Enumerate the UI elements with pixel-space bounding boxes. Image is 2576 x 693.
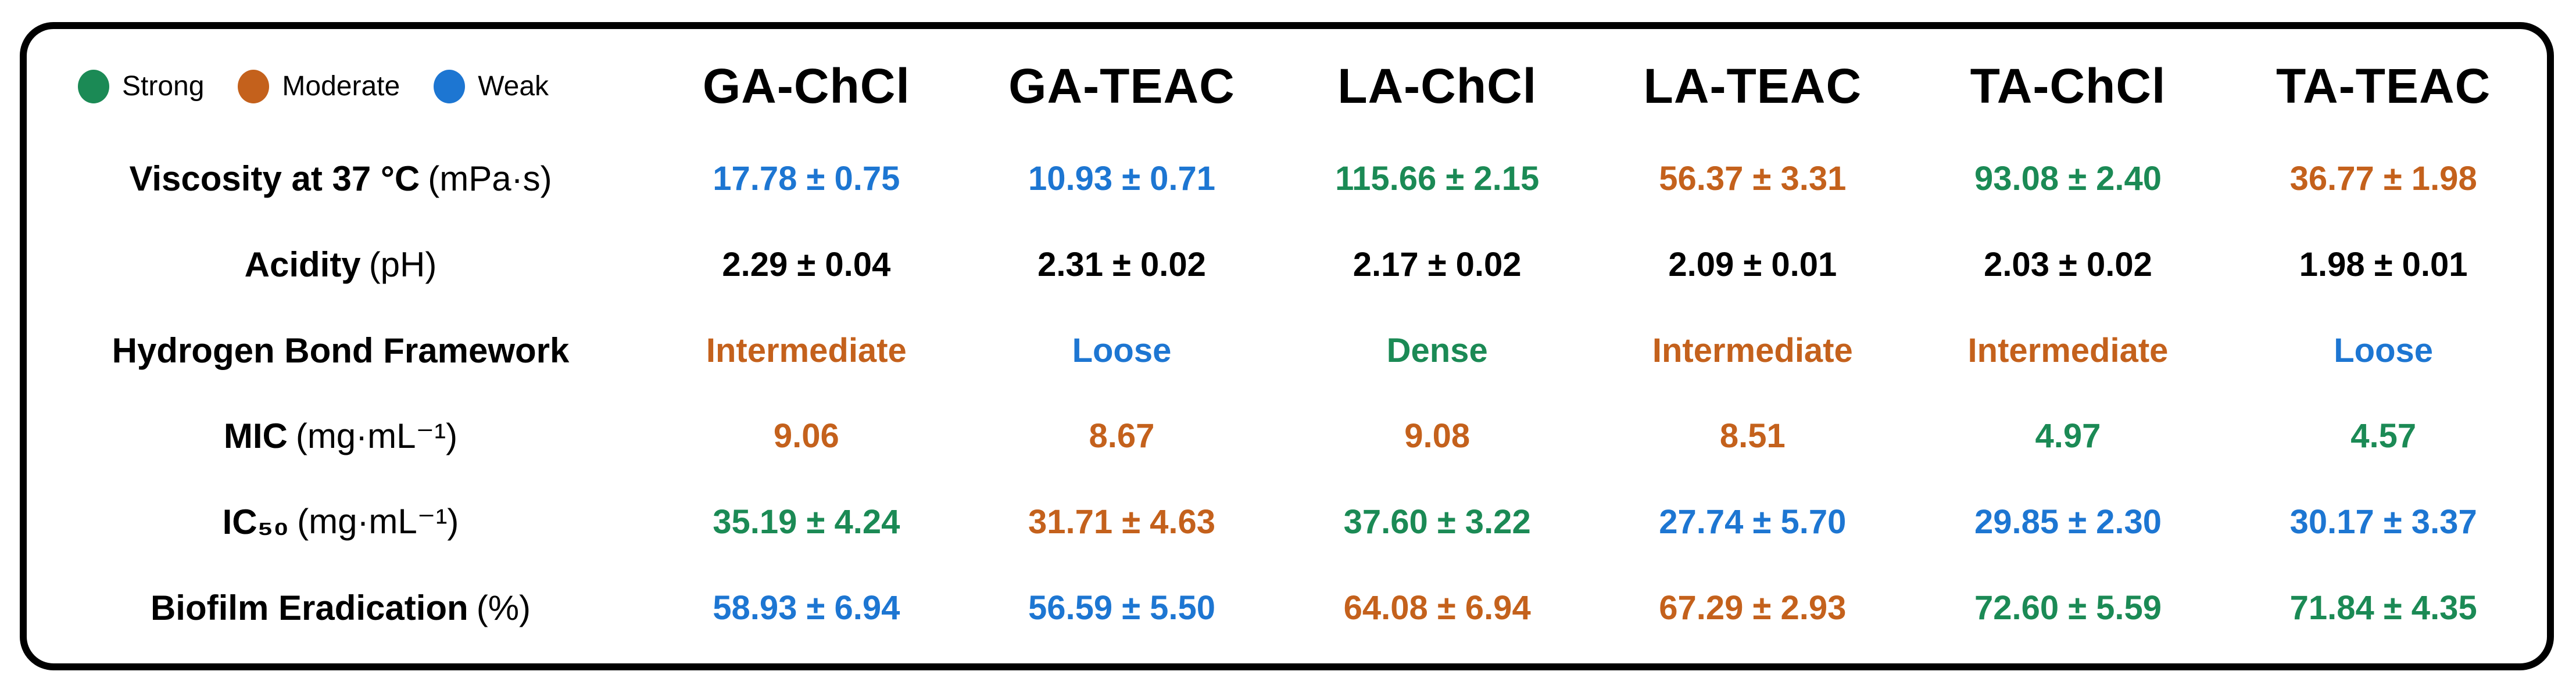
legend-label-moderate: Moderate (282, 71, 400, 102)
table-cell: 37.60 ± 3.22 (1343, 502, 1531, 541)
table-cell: 9.06 (773, 417, 839, 455)
table-cell: 8.67 (1089, 417, 1155, 455)
column-header-ga-teac: GA-TEAC (1008, 59, 1235, 114)
column-header-la-chcl: LA-ChCl (1337, 59, 1537, 114)
row-label-text: Biofilm Eradication (150, 588, 468, 627)
table-cell: 2.09 ± 0.01 (1668, 245, 1837, 283)
row-label-unit: (%) (476, 588, 531, 627)
row-label-acidity: Acidity (pH) (33, 245, 649, 285)
row-label-unit: (pH) (368, 245, 437, 284)
table-cell: 9.08 (1404, 417, 1471, 455)
table-cell: 29.85 ± 2.30 (1974, 502, 2162, 541)
row-label-mic: MIC (mg·mL⁻¹) (33, 416, 649, 457)
table-cell: 58.93 ± 6.94 (713, 588, 900, 627)
table-cell: Loose (2334, 331, 2434, 369)
row-label-unit: (mg·mL⁻¹) (295, 416, 458, 455)
table-cell: 30.17 ± 3.37 (2289, 502, 2477, 541)
row-label-text: MIC (223, 416, 288, 456)
table-cell: 93.08 ± 2.40 (1974, 160, 2162, 198)
row-label-unit: (mPa·s) (428, 159, 552, 199)
table-cell: 56.59 ± 5.50 (1028, 588, 1216, 627)
table-cell: 31.71 ± 4.63 (1028, 502, 1216, 541)
row-label-text: Viscosity at 37 °C (129, 159, 420, 199)
row-label-hydrogen-bond-framework: Hydrogen Bond Framework (33, 331, 649, 371)
row-label-ic50: IC₅₀ (mg·mL⁻¹) (33, 501, 649, 542)
table-cell: 4.97 (2035, 417, 2101, 455)
moderate-dot-icon (238, 69, 270, 103)
column-header-la-teac: LA-TEAC (1643, 59, 1862, 114)
properties-table-panel: Strong Moderate Weak GA-ChCl GA-TEAC LA-… (20, 22, 2554, 670)
legend-label-strong: Strong (122, 71, 205, 102)
table-cell: 27.74 ± 5.70 (1659, 502, 1847, 541)
table-cell: Intermediate (706, 331, 907, 369)
column-header-ta-chcl: TA-ChCl (1970, 59, 2166, 114)
table-cell: 71.84 ± 4.35 (2289, 588, 2477, 627)
row-label-text: Hydrogen Bond Framework (112, 331, 570, 370)
strong-dot-icon (78, 69, 109, 103)
properties-table: Strong Moderate Weak GA-ChCl GA-TEAC LA-… (27, 29, 2547, 663)
row-label-unit: (mg·mL⁻¹) (297, 502, 459, 541)
table-cell: 4.57 (2350, 417, 2417, 455)
legend-item-moderate: Moderate (238, 69, 400, 103)
table-cell: 35.19 ± 4.24 (713, 502, 900, 541)
legend: Strong Moderate Weak (33, 69, 649, 103)
table-cell: Intermediate (1652, 331, 1853, 369)
legend-item-weak: Weak (434, 69, 549, 103)
table-cell: 72.60 ± 5.59 (1974, 588, 2162, 627)
row-label-biofilm-eradication: Biofilm Eradication (%) (33, 588, 649, 628)
column-header-ta-teac: TA-TEAC (2276, 59, 2491, 114)
column-header-ga-chcl: GA-ChCl (702, 59, 910, 114)
table-cell: 67.29 ± 2.93 (1659, 588, 1847, 627)
table-cell: 2.17 ± 0.02 (1353, 245, 1522, 283)
table-cell: Intermediate (1967, 331, 2169, 369)
table-cell: 1.98 ± 0.01 (2299, 245, 2468, 283)
weak-dot-icon (434, 69, 466, 103)
row-label-text: Acidity (244, 245, 361, 284)
legend-item-strong: Strong (78, 69, 205, 103)
row-label-text: IC₅₀ (222, 502, 289, 541)
table-cell: Loose (1072, 331, 1172, 369)
table-cell: 17.78 ± 0.75 (713, 160, 900, 198)
table-cell: 36.77 ± 1.98 (2289, 160, 2477, 198)
table-cell: 10.93 ± 0.71 (1028, 160, 1216, 198)
legend-label-weak: Weak (478, 71, 549, 102)
table-cell: 115.66 ± 2.15 (1335, 160, 1540, 198)
row-label-viscosity: Viscosity at 37 °C (mPa·s) (33, 159, 649, 199)
table-cell: 2.29 ± 0.04 (722, 245, 891, 283)
table-cell: 2.03 ± 0.02 (1984, 245, 2152, 283)
table-cell: 8.51 (1719, 417, 1786, 455)
table-cell: 64.08 ± 6.94 (1343, 588, 1531, 627)
table-cell: 56.37 ± 3.31 (1659, 160, 1847, 198)
table-cell: Dense (1386, 331, 1488, 369)
table-cell: 2.31 ± 0.02 (1037, 245, 1206, 283)
